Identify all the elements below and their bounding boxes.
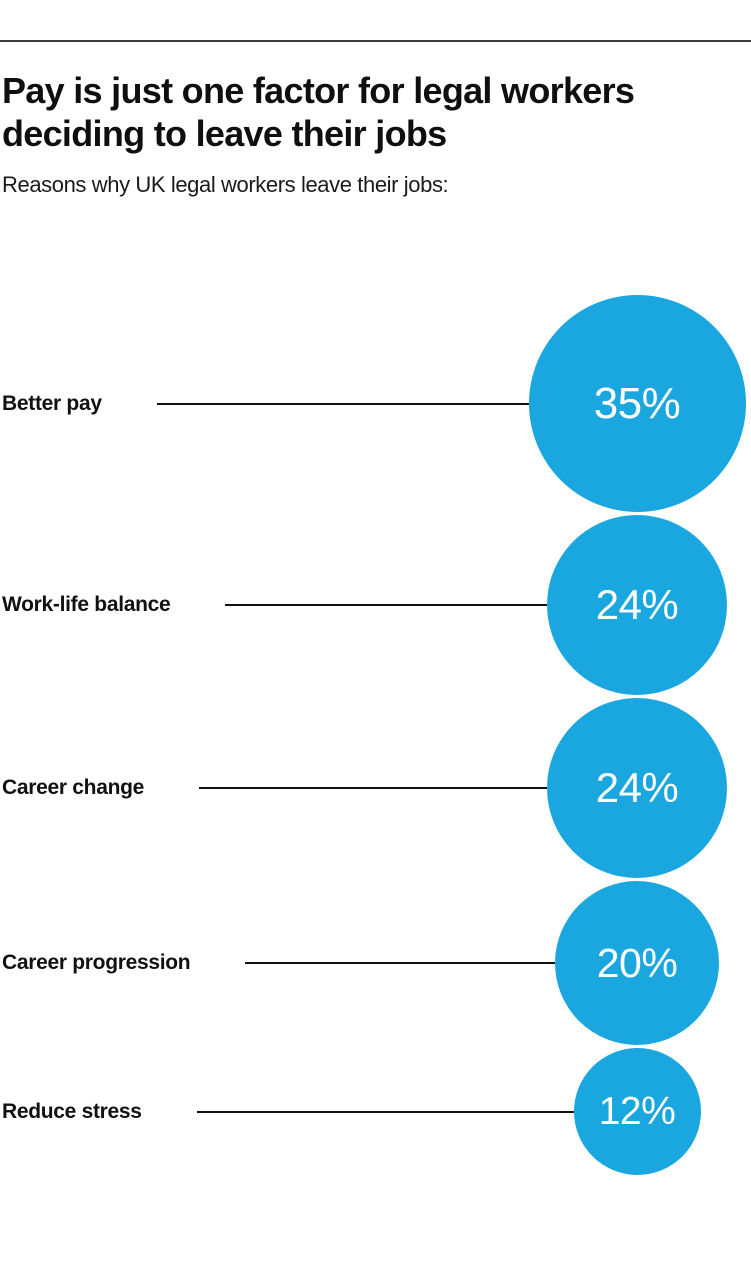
- category-label: Work-life balance: [2, 593, 171, 616]
- value-label: 24%: [595, 764, 679, 811]
- chart-subtitle: Reasons why UK legal workers leave their…: [2, 172, 449, 197]
- category-label: Career change: [2, 776, 145, 799]
- bubble-row: Work-life balance 24%: [0, 515, 751, 695]
- bubble-chart: Better pay 35% Work-life balance 24% Career …: [0, 295, 751, 1175]
- bubble-circle: 24%: [547, 515, 727, 695]
- category-label: Reduce stress: [2, 1099, 142, 1123]
- bubble-circle: 20%: [555, 881, 719, 1045]
- leader-line: [196, 1110, 574, 1113]
- bubble-circle: 35%: [528, 295, 746, 512]
- infographic: Pay is just one factor for legal workers…: [0, 40, 751, 1266]
- leader-line: [245, 962, 555, 964]
- value-label: 12%: [598, 1090, 676, 1133]
- bubble-row: Better pay 35%: [0, 295, 751, 512]
- leader-line: [225, 604, 547, 606]
- value-label: 20%: [596, 939, 678, 986]
- category-label: Better pay: [2, 391, 102, 415]
- top-rule: [0, 40, 751, 42]
- leader-line: [199, 787, 547, 789]
- value-label: 35%: [593, 378, 681, 428]
- bubble-circle: 12%: [573, 1048, 701, 1175]
- bubble-row: Reduce stress 12%: [0, 1048, 751, 1175]
- bubble-row: Career change 24%: [0, 698, 751, 878]
- bubble-circle: 24%: [547, 698, 727, 878]
- leader-line: [156, 402, 529, 405]
- chart-title: Pay is just one factor for legal workers…: [2, 70, 635, 154]
- value-label: 24%: [595, 581, 679, 628]
- category-label: Career progression: [2, 951, 191, 974]
- bubble-row: Career progression 20%: [0, 881, 751, 1045]
